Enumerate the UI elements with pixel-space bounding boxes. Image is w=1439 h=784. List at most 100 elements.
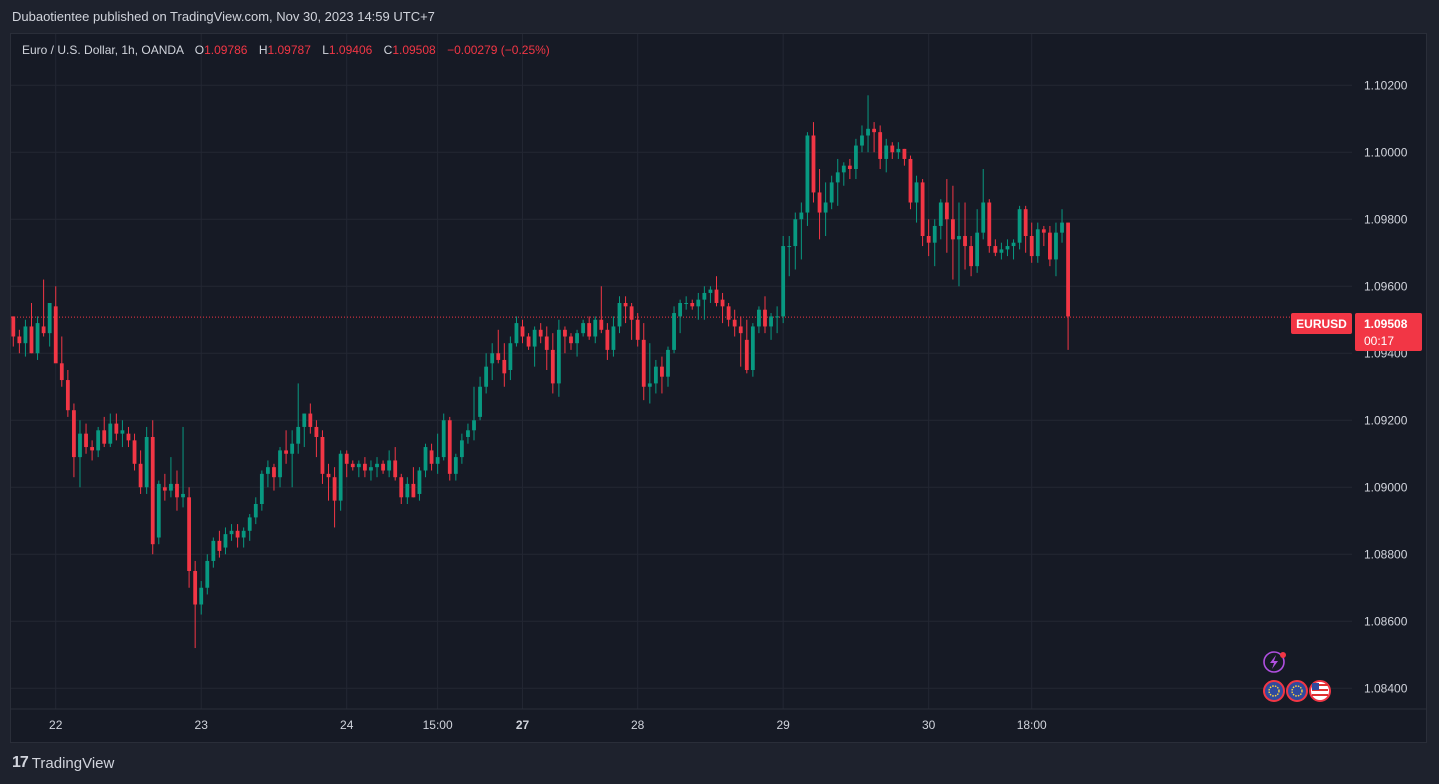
candle-body [635, 319, 640, 340]
eu-flag-icon[interactable] [1286, 680, 1308, 702]
candle-body [1060, 222, 1064, 233]
candle-body [472, 420, 476, 431]
candle-body [35, 323, 40, 354]
candle-body [563, 329, 567, 337]
candle-body [187, 497, 191, 571]
candle-body [520, 326, 525, 337]
candle [593, 316, 598, 344]
chart-pane[interactable] [10, 33, 1427, 743]
candle-body [266, 467, 270, 474]
candle [987, 199, 992, 253]
candle [653, 359, 658, 394]
candle-body [429, 450, 434, 464]
candle [496, 329, 501, 364]
candle [150, 420, 155, 555]
candle [405, 477, 410, 504]
candle-body [908, 158, 913, 203]
candle-body [993, 246, 998, 253]
candle-body [338, 453, 343, 501]
low-value: 1.09406 [328, 43, 373, 57]
candle-body [987, 202, 992, 247]
us-flag-icon[interactable] [1309, 680, 1331, 702]
footer-brand[interactable]: 17 TradingView [12, 754, 114, 772]
candle [508, 336, 513, 381]
candle [466, 423, 470, 444]
candle-body [1048, 232, 1052, 260]
candle [702, 286, 707, 320]
eu-flag-icon[interactable] [1263, 680, 1285, 702]
candle [563, 326, 567, 354]
candle-body [550, 349, 555, 384]
candle [811, 122, 816, 203]
candle-body [599, 319, 604, 330]
candle [126, 426, 131, 448]
symbol-price-label: EURUSD [1291, 313, 1352, 334]
lightning-icon[interactable] [1263, 651, 1286, 673]
candle-body [29, 326, 34, 354]
candle [338, 450, 343, 511]
candle-body [102, 430, 107, 444]
candle-body [120, 430, 125, 434]
candle [708, 286, 713, 303]
candle-body [478, 386, 482, 417]
y-tick-label: 1.08800 [1364, 547, 1408, 561]
candle [435, 433, 440, 474]
candle [156, 480, 161, 545]
candle-body [538, 329, 543, 337]
candle [72, 403, 76, 478]
candle [375, 457, 379, 478]
candle-body [1011, 242, 1016, 247]
candle-body [253, 504, 258, 518]
candle [635, 313, 640, 347]
candle [253, 497, 258, 525]
candle [484, 353, 489, 394]
candle-body [496, 353, 501, 360]
published-header: Dubaotientee published on TradingView.co… [12, 9, 435, 24]
candle [902, 148, 907, 166]
candle-body [53, 306, 58, 364]
time-axis[interactable]: 22 23 24 15:00 27 28 29 30 18:00 [11, 708, 1426, 732]
candle [472, 386, 476, 441]
y-tick-label: 1.09800 [1364, 212, 1408, 226]
candle-body [581, 323, 586, 334]
candle [884, 138, 889, 173]
candle [926, 219, 931, 257]
candle [951, 185, 955, 280]
candle-body [350, 463, 355, 468]
candle [344, 450, 349, 478]
candle [320, 430, 325, 484]
brand-name: TradingView [31, 754, 115, 772]
candle [569, 333, 573, 350]
candle-body [490, 353, 495, 364]
candle-body [132, 440, 137, 464]
price-axis[interactable]: 1.084001.086001.088001.090001.092001.094… [1364, 78, 1408, 695]
candle-body [926, 236, 931, 243]
candle [793, 212, 798, 270]
candle-body [235, 530, 240, 538]
candle-body [296, 426, 301, 444]
candle-body [647, 383, 652, 387]
candle [114, 413, 119, 441]
candle-body [272, 467, 276, 478]
candle [326, 463, 331, 501]
candle [144, 426, 149, 494]
candle [556, 319, 561, 397]
x-tick-label: 23 [195, 718, 209, 732]
candle-body [78, 433, 82, 458]
candle-body [775, 316, 780, 318]
candle [860, 125, 864, 153]
candle [17, 329, 22, 354]
candle-body [423, 447, 428, 471]
candle [490, 343, 495, 381]
candle-body [508, 343, 513, 370]
candle-body [502, 359, 507, 374]
candle-body [405, 483, 410, 498]
candle-body [1066, 222, 1070, 317]
candle [393, 447, 398, 481]
candle [769, 313, 773, 340]
candle-body [41, 326, 46, 334]
candle [908, 155, 913, 210]
close-label: C [383, 43, 393, 57]
candle-body [611, 326, 616, 350]
